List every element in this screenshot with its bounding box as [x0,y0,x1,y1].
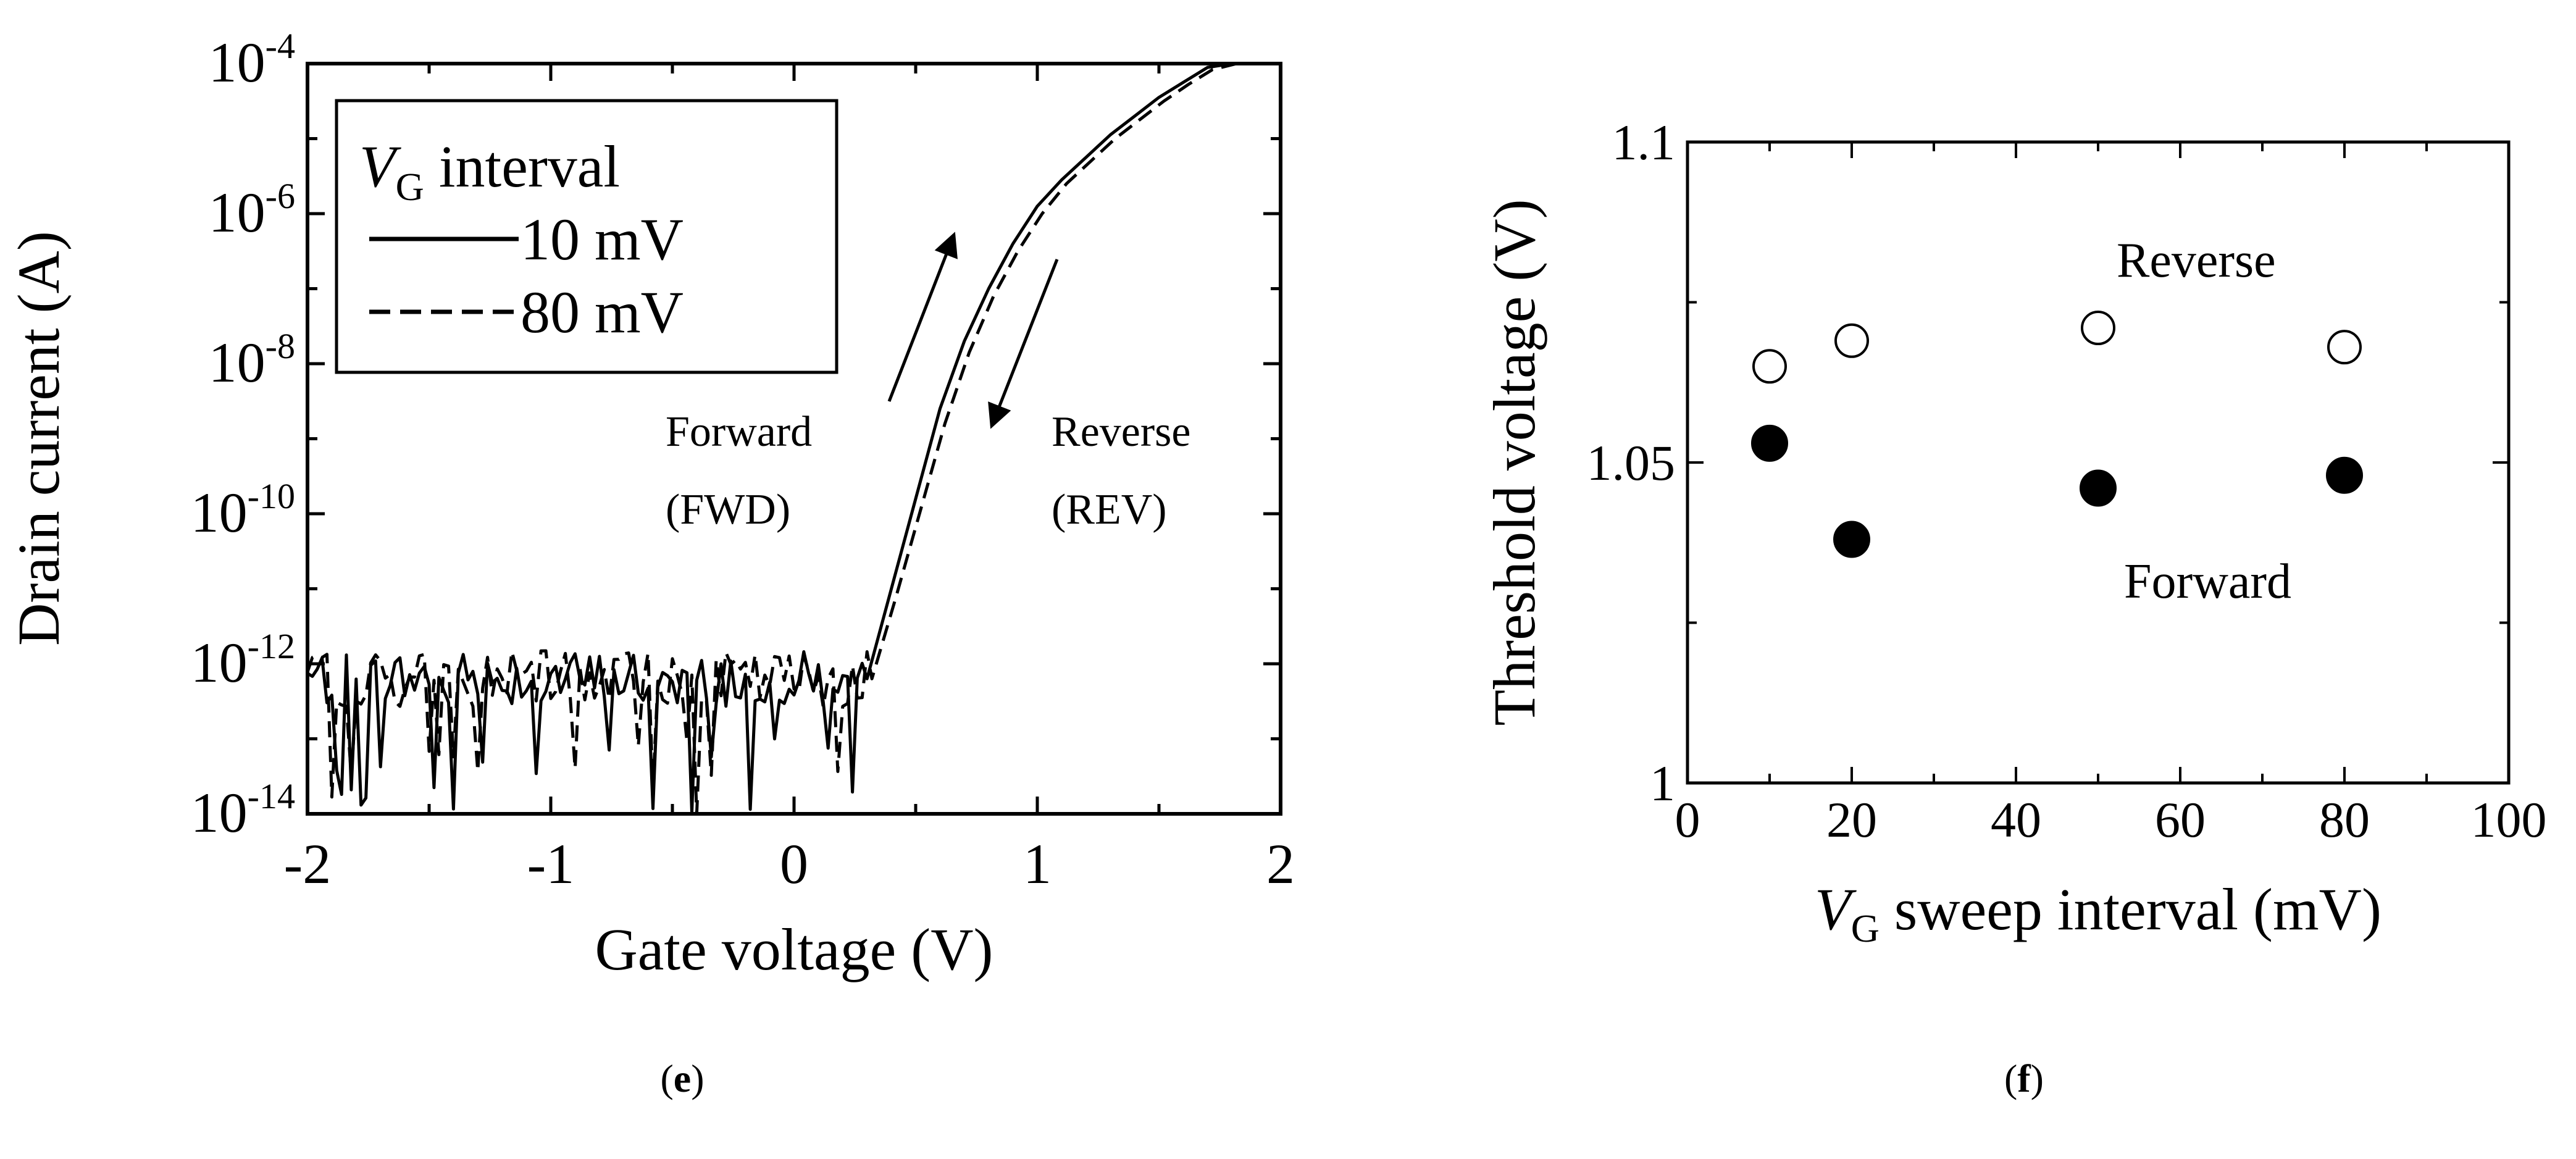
panel-e-x-tick-labels: -2 -1 0 1 2 [284,832,1295,895]
panel-f-y-tick-labels: 1 1.05 1.1 [1587,114,1676,811]
y-tick-label: 1 [1650,755,1675,811]
panel-f-x-axis-title: VG sweep interval (mV) [1815,876,2382,950]
reverse-arrow [988,259,1059,429]
forward-abbrev-label: (FWD) [666,486,790,533]
panel-f-points [1751,311,2363,558]
x-tick-label: 80 [2319,792,2370,848]
panel-e-chart: 10-4 10-6 10-8 10-10 10-12 10-14 -2 -1 0… [6,26,1295,982]
x-tick-label: 20 [1826,792,1877,848]
panel-f-x-tick-labels: 0 20 40 60 80 100 [1675,792,2547,848]
forward-point [2080,469,2117,507]
panel-f-ticks [1686,141,2510,784]
panel-e-x-axis-title: Gate voltage (V) [595,916,993,982]
y-tick-label: 1.05 [1587,435,1676,491]
x-tick-label: 0 [780,832,808,895]
forward-point [1833,521,1870,558]
reverse-series-label: Reverse [2117,233,2276,288]
forward-label: Forward [666,408,812,456]
x-tick-label: 40 [1991,792,2041,848]
y-tick-label: 10-6 [209,176,295,244]
panel-f-chart: 0 20 40 60 80 100 1 1.05 1.1 VG sweep in… [1481,114,2547,950]
x-tick-label: -2 [284,832,332,895]
panel-f-caption: (f) [2004,1056,2044,1100]
x-tick-label: 2 [1266,832,1295,895]
panel-e-series [306,62,1281,816]
panel-e-y-axis-title: Drain current (A) [6,231,72,646]
panel-e-y-tick-labels: 10-4 10-6 10-8 10-10 10-12 10-14 [191,26,295,844]
panel-f-y-axis-title: Threshold voltage (V) [1481,199,1547,726]
forward-point [1751,424,1788,462]
forward-series-label: Forward [2124,554,2291,609]
panel-e-ticks [306,62,1282,816]
reverse-point [1752,349,1787,384]
series-line-80mv [306,62,1281,816]
panel-e-legend: VG interval 10 mV 80 mV [335,99,838,374]
y-tick-label: 10-14 [191,776,295,844]
x-tick-label: 0 [1675,792,1700,848]
x-tick-label: -1 [527,832,575,895]
y-tick-label: 10-12 [191,626,295,694]
reverse-abbrev-label: (REV) [1052,486,1167,533]
legend-title: VG interval [359,133,620,209]
forward-point [2326,456,2363,494]
reverse-point [1834,323,1869,358]
reverse-label: Reverse [1052,408,1190,456]
series-line-10mv [306,62,1281,814]
legend-box [335,99,838,374]
forward-arrow [887,232,958,402]
y-tick-label: 1.1 [1612,114,1676,170]
y-tick-label: 10-4 [209,26,295,94]
reverse-point [2327,330,2362,365]
x-tick-label: 60 [2155,792,2206,848]
x-tick-label: 1 [1023,832,1052,895]
y-tick-label: 10-10 [191,476,295,544]
panel-e-caption: (e) [660,1056,704,1100]
legend-entry-10mv: 10 mV [521,206,684,272]
legend-entry-80mv: 80 mV [521,279,684,345]
y-tick-label: 10-8 [209,326,295,394]
panel-f-plot-frame [1686,140,2511,785]
x-tick-label: 100 [2471,792,2547,848]
reverse-point [2081,311,2115,346]
